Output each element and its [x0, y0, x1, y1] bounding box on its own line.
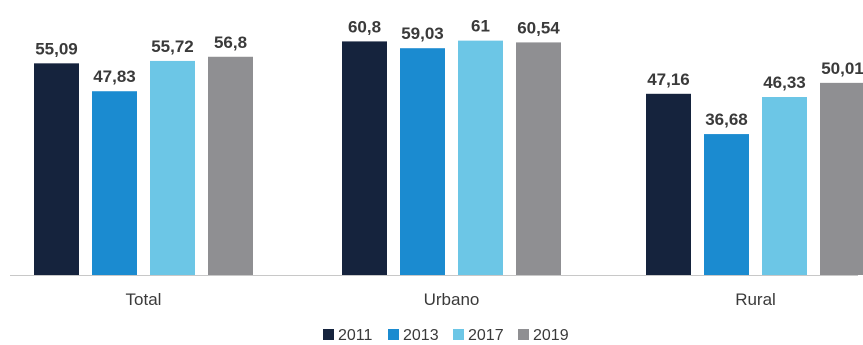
- value-label-rural-2019: 50,01: [821, 59, 863, 78]
- value-label-total-2013: 47,83: [93, 67, 136, 86]
- bar-urbano-2019: [516, 42, 561, 275]
- legend-swatch-2017: [453, 329, 464, 340]
- category-labels: Total Urbano Rural: [126, 290, 776, 309]
- legend-swatch-2013: [388, 329, 399, 340]
- legend-swatch-2019: [518, 329, 529, 340]
- category-label-urbano: Urbano: [424, 290, 480, 309]
- bar-rural-2019: [820, 82, 863, 276]
- legend-label-2011: 2011: [338, 327, 373, 344]
- bar-rural-2011: [646, 93, 691, 275]
- value-label-total-2019: 56,8: [214, 33, 247, 52]
- bar-urbano-2017: [458, 40, 503, 275]
- legend-label-2017: 2017: [468, 327, 504, 344]
- bar-urbano-2013: [400, 48, 445, 275]
- bars-layer: 55,09 47,83 55,72 56,8 60,8 59,03 61 60,54 47,16…: [34, 17, 863, 276]
- value-label-rural-2013: 36,68: [705, 110, 748, 129]
- value-label-urbano-2017: 61: [471, 17, 490, 36]
- bar-total-2019: [208, 56, 253, 275]
- value-label-urbano-2013: 59,03: [401, 24, 444, 43]
- bar-total-2017: [150, 60, 195, 275]
- value-label-total-2011: 55,09: [35, 39, 78, 58]
- legend: 2011 2013 2017 2019: [323, 327, 569, 344]
- bar-urbano-2011: [342, 41, 387, 275]
- bar-total-2013: [92, 91, 137, 275]
- value-label-urbano-2019: 60,54: [517, 18, 560, 37]
- value-label-rural-2011: 47,16: [647, 70, 690, 89]
- bar-total-2011: [34, 63, 79, 275]
- value-label-urbano-2011: 60,8: [348, 17, 381, 36]
- bar-rural-2013: [704, 134, 749, 275]
- bar-rural-2017: [762, 97, 807, 275]
- legend-label-2013: 2013: [403, 327, 439, 344]
- category-label-total: Total: [126, 290, 162, 309]
- value-label-rural-2017: 46,33: [763, 73, 806, 92]
- category-label-rural: Rural: [735, 290, 776, 309]
- value-label-total-2017: 55,72: [151, 37, 194, 56]
- legend-swatch-2011: [323, 329, 334, 340]
- legend-label-2019: 2019: [533, 327, 569, 344]
